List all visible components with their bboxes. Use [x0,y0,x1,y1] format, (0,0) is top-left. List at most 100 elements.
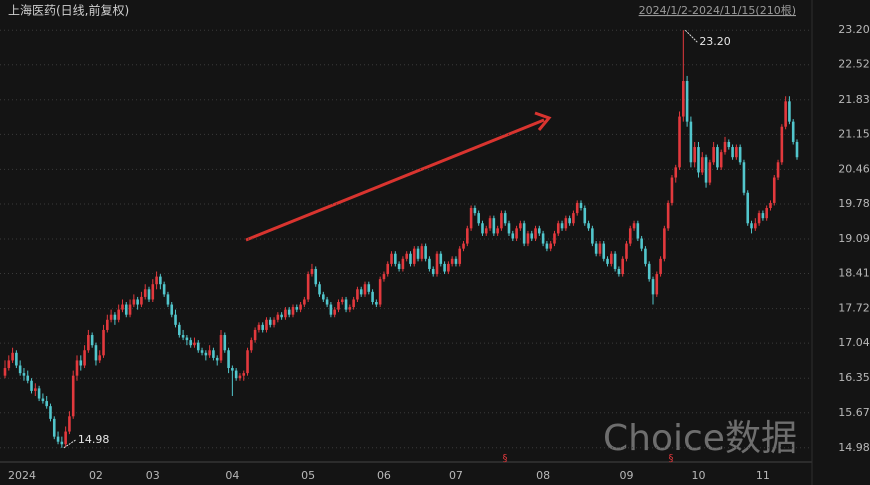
candle-body [132,299,136,305]
candle-body [458,248,462,264]
candle-body [598,243,602,254]
candle-body [613,253,617,269]
candle-body [708,162,712,183]
candle-body [136,299,139,305]
candle-body [765,208,768,219]
candle-body [128,304,132,315]
y-tick-label: 16.35 [838,371,870,384]
candle-body [575,202,579,214]
candle-body [219,335,223,361]
candle-body [333,309,336,315]
candle-body [466,228,469,244]
candle-body [159,276,162,285]
candle-body [769,202,772,209]
candle-body [344,299,348,310]
candle-body [356,289,359,300]
candle-body [761,213,765,219]
candle-body [189,340,192,346]
candle-body [45,401,48,407]
candle-body [515,228,518,239]
candle-body [788,101,791,122]
candle-body [378,279,382,305]
y-tick-label: 19.09 [838,232,870,245]
candle-body [299,304,302,310]
candle-body [538,228,541,234]
candle-body [49,406,52,419]
candle-body [30,380,33,391]
candle-body [636,223,640,239]
candle-body [280,314,283,318]
candle-body [450,258,454,264]
candle-body [41,398,45,402]
candle-body [477,213,480,224]
candle-body [738,147,742,163]
candle-body [568,218,571,224]
candle-body [640,238,643,249]
x-tick-label: 11 [756,469,770,482]
candle-body [318,284,321,295]
candle-body [594,243,598,254]
candle-body [68,416,71,432]
trend-arrow [245,111,552,242]
candle-body [469,208,473,229]
candle-body [11,352,14,361]
candle-body [754,223,757,229]
candle-body [147,289,151,300]
y-tick-label: 22.52 [838,58,870,71]
candle-body [716,147,719,168]
candle-body [94,345,98,361]
candle-body [363,284,367,295]
candle-body [530,233,534,239]
candle-body [534,228,537,239]
candle-body [170,304,174,315]
candle-body [200,350,204,353]
candle-body [359,289,363,295]
candle-body [462,243,465,249]
candle-body [689,121,693,163]
candle-body [428,258,431,269]
candle-body [625,243,628,259]
y-tick-label: 17.72 [838,302,870,315]
event-marker: § [669,453,674,464]
candle-body [329,304,333,315]
candle-body [401,258,405,269]
candle-body [791,121,795,142]
candle-body [541,233,545,244]
candle-body [102,329,105,356]
candle-body [52,418,56,437]
candle-body [140,296,143,305]
candle-body [310,268,314,275]
candle-body [151,284,155,300]
candle-body [719,152,723,168]
candle-body [253,329,257,341]
candle-body [295,307,299,310]
candle-body [735,147,738,158]
candle-body [776,162,780,178]
candle-body [371,291,374,302]
candle-body [212,350,215,358]
x-tick-label: 02 [89,469,103,482]
candle-body [162,284,166,295]
x-tick-label: 07 [449,469,463,482]
candle-body [314,268,318,285]
candle-body [610,253,613,264]
candle-body [553,233,556,244]
candle-body [75,360,79,376]
x-tick-label: 08 [536,469,550,482]
candle-body [416,248,420,259]
candle-body [106,319,109,330]
candle-body [772,177,776,203]
candle-body [549,243,552,249]
candle-body [727,141,731,148]
candle-body [564,218,568,229]
candle-body [784,101,787,127]
chart-title: 上海医药(日线,前复权) [8,3,129,18]
candle-body [526,233,530,244]
candle-body [18,365,22,374]
candle-body [647,263,651,280]
candle-body [34,388,37,391]
x-tick-label: 2024 [8,469,36,482]
candle-body [348,307,352,310]
